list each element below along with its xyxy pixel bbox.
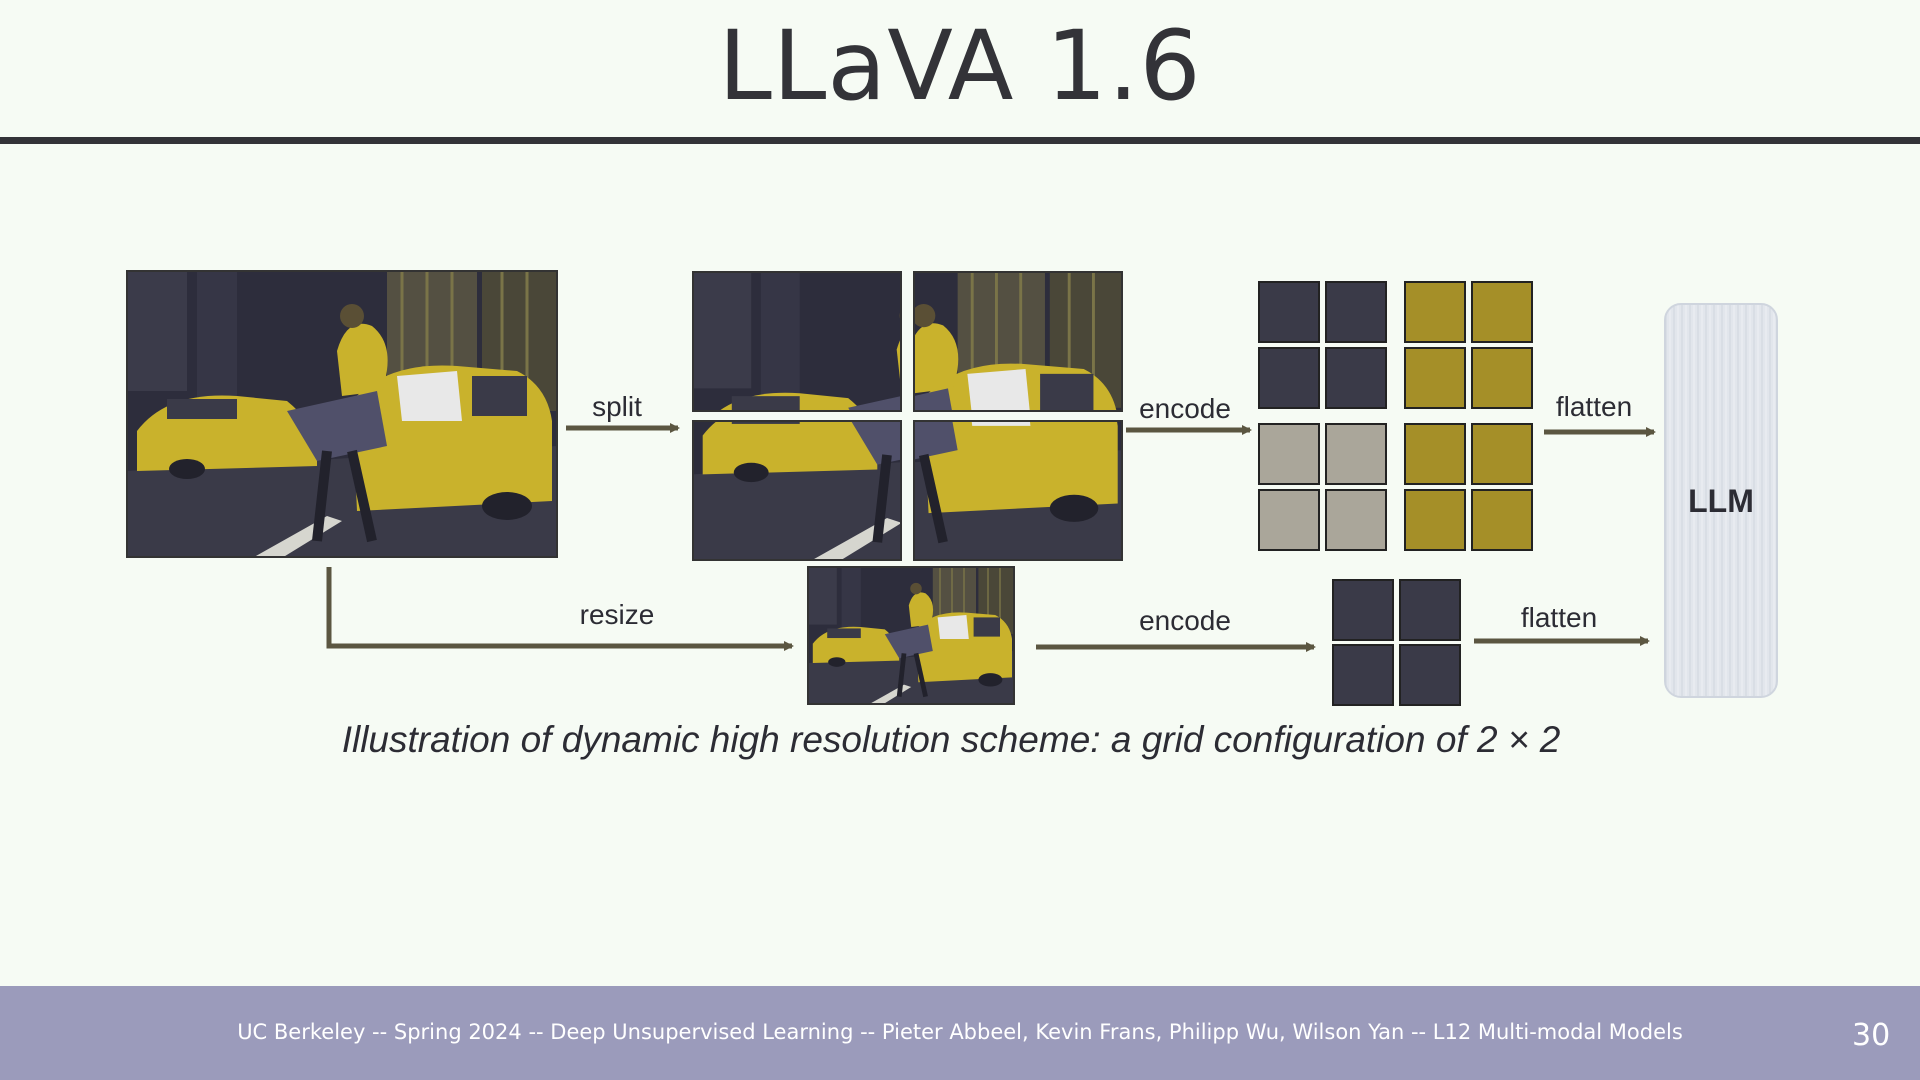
crop-top-left-frame bbox=[692, 271, 902, 412]
llm-label: LLM bbox=[1688, 483, 1754, 519]
diagram-caption: Illustration of dynamic high resolution … bbox=[342, 719, 1561, 760]
crop-top-right-frame bbox=[913, 271, 1123, 412]
llm-box bbox=[1664, 303, 1778, 698]
encode-top-label: encode bbox=[1139, 393, 1231, 424]
footer-text: UC Berkeley -- Spring 2024 -- Deep Unsup… bbox=[237, 1020, 1683, 1044]
token-grid-grey bbox=[1258, 423, 1387, 551]
source-image-frame bbox=[126, 270, 558, 558]
page-number: 30 bbox=[1852, 1018, 1891, 1053]
title-rule bbox=[0, 137, 1920, 144]
slide-title: LLaVA 1.6 bbox=[718, 10, 1202, 122]
crop-bottom-right-frame bbox=[913, 420, 1123, 561]
footer-bar bbox=[0, 986, 1920, 1080]
resize-label: resize bbox=[580, 599, 655, 630]
token-grid-resized bbox=[1332, 579, 1461, 706]
crop-bottom-left-frame bbox=[692, 420, 902, 561]
token-grid-gold-top bbox=[1404, 281, 1533, 409]
source-image bbox=[127, 271, 557, 561]
token-grid-dark bbox=[1258, 281, 1387, 409]
flatten-top-label: flatten bbox=[1556, 391, 1632, 422]
split-label: split bbox=[592, 391, 642, 422]
flatten-bottom-label: flatten bbox=[1521, 602, 1597, 633]
encode-bottom-label: encode bbox=[1139, 605, 1231, 636]
resized-image bbox=[808, 567, 1014, 706]
resized-image-frame bbox=[807, 566, 1015, 705]
resize-arrow bbox=[326, 567, 794, 651]
token-grid-gold-bottom bbox=[1404, 423, 1533, 551]
